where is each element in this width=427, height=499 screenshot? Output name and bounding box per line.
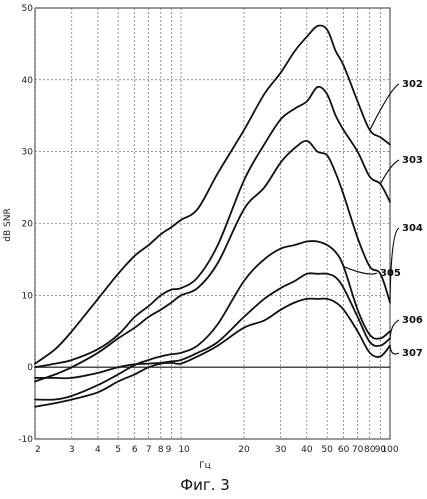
series-group — [35, 25, 390, 406]
y-axis-label: dB SNR — [3, 208, 13, 241]
series-ref-label-304: 304 — [402, 223, 423, 234]
x-tick-label: 20 — [238, 445, 250, 455]
leader-line-304 — [390, 228, 399, 303]
series-reference-labels: 302 303 304 305 306 307 — [380, 79, 423, 359]
y-tick-label: 0 — [27, 363, 33, 373]
series-ref-label-306: 306 — [402, 315, 423, 326]
y-tick-label: 10 — [22, 291, 34, 301]
x-axis-label: Гц — [199, 461, 211, 471]
x-tick-label: 40 — [301, 445, 313, 455]
x-tick-label: 6 — [132, 445, 138, 455]
x-tick-label: 50 — [321, 445, 333, 455]
x-tick-label: 3 — [69, 445, 75, 455]
series-line-307 — [35, 299, 390, 407]
x-tick-label: 4 — [95, 445, 101, 455]
x-tick-labels: 23456789102030405060708090100 — [35, 445, 399, 455]
y-tick-label: 20 — [22, 220, 34, 230]
series-line-306 — [35, 273, 390, 378]
x-tick-label: 7 — [146, 445, 152, 455]
x-tick-label: 9 — [166, 445, 172, 455]
y-tick-label: -10 — [18, 435, 33, 445]
leader-line-302 — [370, 84, 399, 130]
x-tick-label: 60 — [338, 445, 350, 455]
y-tick-label: 50 — [22, 4, 34, 14]
series-line-303 — [35, 87, 390, 367]
x-tick-label: 8 — [158, 445, 164, 455]
x-tick-label: 100 — [381, 445, 398, 455]
leader-line-305 — [344, 267, 377, 275]
series-ref-label-305: 305 — [380, 268, 401, 279]
y-tick-labels: -10 0 10 20 30 40 50 — [18, 4, 33, 445]
x-tick-label: 5 — [115, 445, 121, 455]
series-ref-label-307: 307 — [402, 348, 423, 359]
x-tick-label: 2 — [35, 445, 41, 455]
series-ref-label-303: 303 — [402, 155, 423, 166]
figure-caption: Фиг. 3 — [180, 476, 230, 494]
y-tick-label: 30 — [22, 148, 34, 158]
series-line-302 — [35, 25, 390, 363]
x-tick-label: 70 — [352, 445, 364, 455]
x-tick-label: 30 — [275, 445, 287, 455]
leader-line-306 — [390, 320, 399, 338]
x-tick-label: 10 — [178, 445, 190, 455]
y-tick-label: 40 — [22, 76, 34, 86]
leader-line-307 — [390, 346, 399, 354]
series-ref-label-302: 302 — [402, 79, 423, 90]
